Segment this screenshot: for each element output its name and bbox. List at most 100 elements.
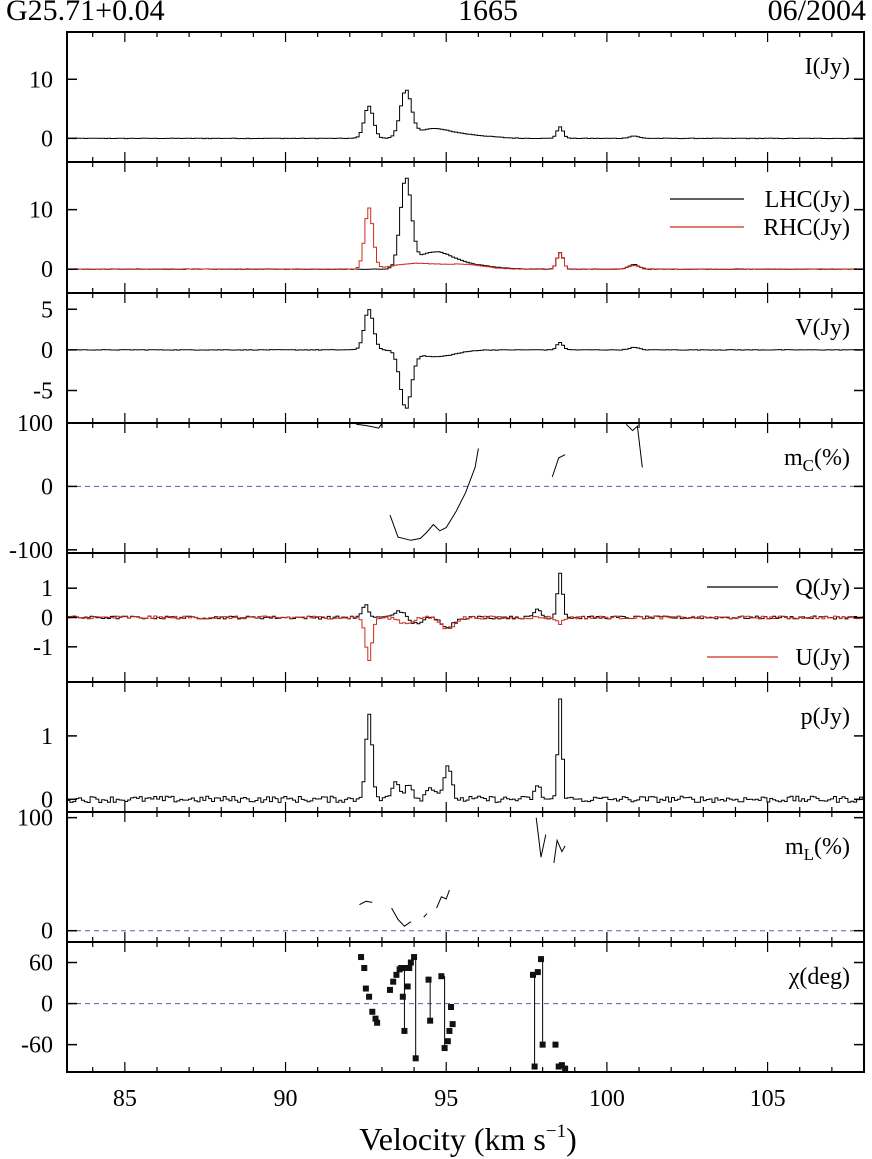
y-tick-label: -100 <box>9 538 53 564</box>
source-name: G25.71+0.04 <box>6 0 165 27</box>
x-tick-label: 85 <box>113 1086 137 1112</box>
y-tick-label: 0 <box>41 606 53 632</box>
panel-frame <box>66 161 865 294</box>
panel-label: p(Jy) <box>801 704 850 730</box>
y-tick-label: 0 <box>41 919 53 945</box>
chi-point-37 <box>562 1065 569 1072</box>
panel-frame <box>66 422 865 554</box>
chi-point-3 <box>362 985 369 992</box>
panel-q-u: 1 0 -1 Q(Jy) U(Jy) <box>33 552 865 683</box>
segment-1 <box>359 900 373 906</box>
x-tick-label: 90 <box>274 1086 298 1112</box>
chi-point-12 <box>398 965 405 971</box>
chi-point-22 <box>427 1017 434 1024</box>
epoch-date: 06/2004 <box>767 0 866 27</box>
chi-point-28 <box>449 1021 456 1028</box>
series-line-1 <box>67 177 863 270</box>
y-tick-label: 1 <box>41 576 53 602</box>
chi-point-5 <box>369 1008 376 1015</box>
legend-label: RHC(Jy) <box>763 215 850 241</box>
chi-point-31 <box>534 969 541 976</box>
chi-point-36 <box>558 1062 565 1069</box>
y-tick-label: 100 <box>17 411 53 437</box>
y-tick-label: 0 <box>41 474 53 500</box>
panel-frame <box>66 681 865 813</box>
chi-point-29 <box>529 971 536 978</box>
segment-5 <box>535 817 547 858</box>
chi-point-9 <box>390 978 397 985</box>
panel-p: 1 0 p(Jy) <box>41 681 865 813</box>
chi-point-7 <box>374 1019 381 1026</box>
chi-point-26 <box>446 1027 453 1034</box>
chi-point-30 <box>531 1063 538 1070</box>
y-tick-label: 10 <box>29 198 53 224</box>
chi-point-10 <box>393 971 400 978</box>
x-tick-label: 100 <box>589 1086 625 1112</box>
chi-point-8 <box>386 986 393 993</box>
panel-label: mL(%) <box>785 834 850 864</box>
y-tick-label: -5 <box>33 379 53 405</box>
y-tick-label: 5 <box>41 297 53 323</box>
series-line-2 <box>67 207 863 270</box>
panel-frame <box>66 292 865 424</box>
x-tick-label: 95 <box>434 1086 458 1112</box>
series-line-1 <box>67 572 863 629</box>
chi-point-16 <box>404 983 411 990</box>
series-line-2 <box>67 615 863 661</box>
chi-point-35 <box>555 1063 562 1070</box>
y-tick-label: 0 <box>41 126 53 152</box>
panel-chi: 60 0 -60 χ(deg) <box>21 941 865 1073</box>
chi-point-15 <box>403 965 410 971</box>
y-tick-label: 0 <box>41 787 53 813</box>
chi-point-4 <box>366 993 373 1000</box>
panel-frame <box>66 552 865 683</box>
x-axis-label: Velocity (km s−1) <box>359 1121 577 1157</box>
chi-point-18 <box>407 959 414 966</box>
legend-label: LHC(Jy) <box>765 187 850 213</box>
chi-point-21 <box>425 976 432 983</box>
segment-4 <box>625 423 643 468</box>
y-tick-label: 10 <box>29 67 53 93</box>
segment-3 <box>423 913 428 918</box>
panel-label: χ(deg) <box>788 964 850 990</box>
panel-label: V(Jy) <box>795 315 850 341</box>
y-tick-label: 60 <box>29 951 53 977</box>
y-tick-label: -1 <box>33 635 53 661</box>
segment-1 <box>356 423 383 429</box>
y-tick-label: 0 <box>41 992 53 1018</box>
panel-frame <box>66 941 865 1073</box>
panel-label: I(Jy) <box>805 54 850 80</box>
chi-point-23 <box>438 973 445 980</box>
y-tick-label: 0 <box>41 338 53 364</box>
chi-point-32 <box>538 956 545 963</box>
panel-lhc-rhc: 0 10 LHC(Jy)RHC(Jy) <box>29 161 865 294</box>
y-tick-label: 0 <box>41 257 53 283</box>
panel-frame <box>66 811 865 943</box>
segment-2 <box>391 907 412 927</box>
series-line-1 <box>67 309 863 409</box>
chi-point-27 <box>448 1004 455 1010</box>
series-line-1 <box>67 698 863 803</box>
chi-point-24 <box>441 1045 448 1052</box>
panel-label: mC(%) <box>784 445 850 475</box>
panel-v: 5 0 -5 V(Jy) <box>33 292 865 424</box>
segment-3 <box>551 454 566 478</box>
chi-point-1 <box>358 954 365 961</box>
panel-mc: 100 0 -100 mC(%) <box>9 411 865 564</box>
legend-label: U(Jy) <box>795 645 850 671</box>
chi-point-13 <box>399 993 406 1000</box>
chi-point-2 <box>361 965 368 971</box>
series-line-1 <box>67 89 863 140</box>
y-tick-label: -60 <box>21 1033 53 1059</box>
panel-i: 0 10 I(Jy) <box>29 31 865 163</box>
legend-label: Q(Jy) <box>795 575 850 601</box>
chi-point-14 <box>401 1027 408 1034</box>
segment-6 <box>553 838 566 863</box>
x-tick-label: 105 <box>750 1086 786 1112</box>
panel-frame <box>66 31 865 163</box>
chi-point-19 <box>411 954 418 961</box>
segment-4 <box>436 889 450 909</box>
segment-2 <box>389 448 479 541</box>
panel-ml: 100 0 mL(%) <box>17 806 865 945</box>
